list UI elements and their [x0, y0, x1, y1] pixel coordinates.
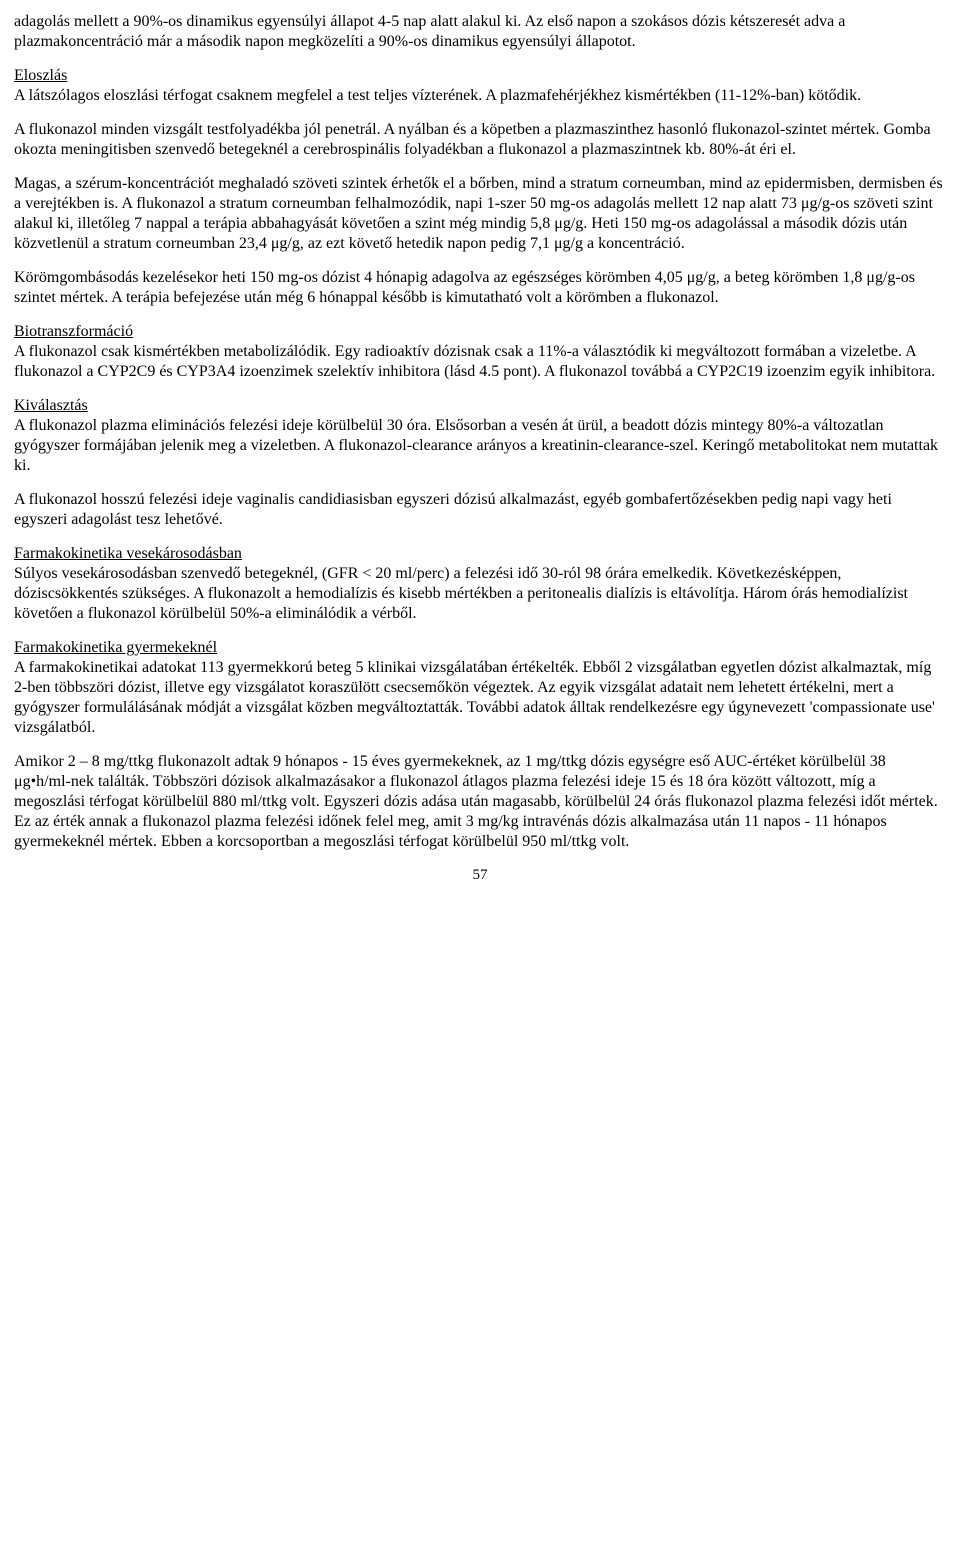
text-pediatric-1: A farmakokinetikai adatokat 113 gyermekk…: [14, 659, 935, 736]
text-biotransformation: A flukonazol csak kismértékben metaboliz…: [14, 343, 935, 380]
section-renal: Farmakokinetika vesekárosodásban Súlyos …: [14, 544, 946, 624]
paragraph-nail: Körömgombásodás kezelésekor heti 150 mg-…: [14, 268, 946, 308]
heading-distribution: Eloszlás: [14, 67, 67, 84]
heading-renal: Farmakokinetika vesekárosodásban: [14, 545, 242, 562]
section-distribution: Eloszlás A látszólagos eloszlási térfoga…: [14, 66, 946, 106]
text-excretion: A flukonazol plazma eliminációs felezési…: [14, 417, 938, 474]
heading-pediatric: Farmakokinetika gyermekeknél: [14, 639, 217, 656]
heading-excretion: Kiválasztás: [14, 397, 88, 414]
paragraph-tissue-levels: Magas, a szérum-koncentrációt meghaladó …: [14, 174, 946, 254]
section-excretion: Kiválasztás A flukonazol plazma eliminác…: [14, 396, 946, 476]
paragraph-intro: adagolás mellett a 90%-os dinamikus egye…: [14, 12, 946, 52]
text-distribution-1: A látszólagos eloszlási térfogat csaknem…: [14, 87, 861, 104]
heading-biotransformation: Biotranszformáció: [14, 323, 133, 340]
paragraph-halflife: A flukonazol hosszú felezési ideje vagin…: [14, 490, 946, 530]
paragraph-pediatric-2: Amikor 2 – 8 mg/ttkg flukonazolt adtak 9…: [14, 752, 946, 852]
section-biotransformation: Biotranszformáció A flukonazol csak kism…: [14, 322, 946, 382]
paragraph-penetration: A flukonazol minden vizsgált testfolyadé…: [14, 120, 946, 160]
page-number: 57: [14, 866, 946, 885]
text-renal: Súlyos vesekárosodásban szenvedő betegek…: [14, 565, 908, 622]
section-pediatric: Farmakokinetika gyermekeknél A farmakoki…: [14, 638, 946, 738]
